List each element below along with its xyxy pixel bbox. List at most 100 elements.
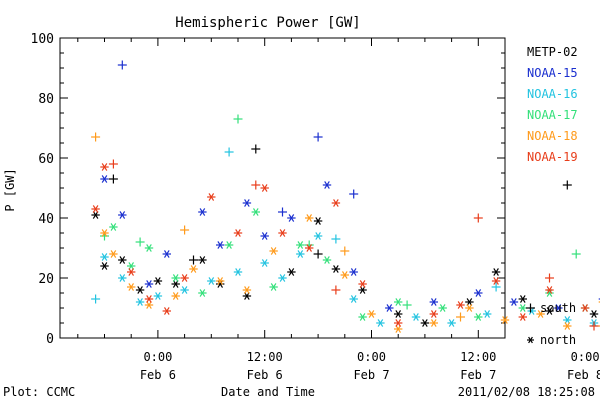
point-noaa-15-north xyxy=(322,181,332,189)
point-noaa-15-north xyxy=(100,175,109,183)
point-noaa-19-north xyxy=(305,244,314,252)
point-noaa-18-north xyxy=(144,301,154,309)
point-noaa-18-north xyxy=(305,214,314,222)
point-noaa-19-north xyxy=(180,274,189,282)
point-metp-02-north xyxy=(545,307,554,315)
point-noaa-16-north xyxy=(349,295,358,303)
point-noaa-19-north xyxy=(162,307,171,315)
point-noaa-19-north xyxy=(491,277,501,285)
marker-legend-label-south: south xyxy=(540,301,576,315)
point-noaa-19-north xyxy=(233,229,243,237)
point-noaa-19-north xyxy=(100,163,109,171)
point-noaa-16-north xyxy=(118,274,127,282)
point-metp-02-north xyxy=(358,286,367,294)
point-metp-02-north xyxy=(118,256,127,264)
point-metp-02-north xyxy=(518,295,527,303)
point-noaa-16-north xyxy=(483,310,492,318)
point-noaa-19-north xyxy=(429,310,438,318)
x-tick-date-label: Feb 8 xyxy=(567,368,600,382)
point-metp-02-north xyxy=(589,310,599,318)
point-noaa-17-north xyxy=(109,223,118,231)
point-noaa-17-north xyxy=(545,289,554,297)
point-noaa-18-north xyxy=(340,271,349,279)
y-tick-label: 100 xyxy=(31,32,54,47)
point-noaa-18-north xyxy=(536,310,545,318)
point-noaa-19-south xyxy=(545,273,554,283)
point-noaa-16-north xyxy=(296,250,305,258)
x-tick-time-label: 0:00 xyxy=(357,350,386,364)
point-metp-02-north xyxy=(491,268,501,276)
point-noaa-17-north xyxy=(322,256,332,264)
point-noaa-17-north xyxy=(296,241,305,249)
point-metp-02-north xyxy=(171,280,180,288)
point-noaa-16-north xyxy=(180,286,189,294)
point-noaa-18-south xyxy=(456,312,465,322)
point-noaa-19-south xyxy=(589,321,599,331)
point-noaa-19-north xyxy=(260,184,269,192)
point-noaa-19-north xyxy=(278,229,287,237)
point-metp-02-north xyxy=(287,268,296,276)
x-tick-date-label: Feb 7 xyxy=(353,368,389,382)
point-noaa-17-north xyxy=(474,313,483,321)
legend-item-noaa-19: NOAA-19 xyxy=(527,150,578,164)
point-noaa-18-south xyxy=(91,132,101,142)
point-noaa-18-north xyxy=(171,292,180,300)
point-noaa-16-south xyxy=(491,282,501,292)
point-noaa-18-north xyxy=(367,310,376,318)
point-noaa-15-north xyxy=(118,211,127,219)
point-noaa-15-south xyxy=(278,207,287,217)
point-noaa-17-north xyxy=(224,241,234,249)
point-noaa-18-north xyxy=(429,319,438,327)
point-noaa-15-south xyxy=(349,189,359,199)
point-noaa-18-north xyxy=(465,304,474,312)
point-noaa-15-north xyxy=(474,289,483,297)
point-noaa-19-north xyxy=(91,205,100,213)
point-metp-02-south xyxy=(562,180,572,190)
point-noaa-19-north xyxy=(144,295,154,303)
point-noaa-18-north xyxy=(394,325,403,333)
point-noaa-18-north xyxy=(563,322,572,330)
x-tick-date-label: Feb 6 xyxy=(140,368,176,382)
point-metp-02-north xyxy=(91,211,100,219)
y-tick-label: 80 xyxy=(38,92,54,107)
point-metp-02-north xyxy=(394,310,403,318)
marker-legend-plus-symbol xyxy=(526,303,535,313)
y-tick-label: 60 xyxy=(38,152,54,167)
point-metp-02-north xyxy=(198,256,207,264)
point-noaa-19-north xyxy=(394,319,403,327)
series-legend: METP-02 NOAA-15 NOAA-16 NOAA-17 NOAA-18 NOAA-… xyxy=(527,45,578,164)
point-noaa-15-north xyxy=(509,298,519,306)
point-noaa-16-south xyxy=(224,147,234,157)
point-noaa-17-south xyxy=(402,300,412,310)
point-noaa-15-north xyxy=(162,250,171,258)
point-noaa-16-north xyxy=(233,268,243,276)
point-noaa-15-south xyxy=(117,60,127,70)
point-noaa-16-north xyxy=(207,277,216,285)
point-metp-02-south xyxy=(189,255,198,265)
point-noaa-18-north xyxy=(216,277,225,285)
point-noaa-18-north xyxy=(189,265,198,273)
y-tick-label: 40 xyxy=(38,212,54,227)
x-axis-label: Date and Time xyxy=(221,385,315,399)
marker-legend-label-north: north xyxy=(540,333,576,347)
point-noaa-15-north xyxy=(144,280,154,288)
point-noaa-18-north xyxy=(100,229,109,237)
point-noaa-17-north xyxy=(518,304,527,312)
point-metp-02-north xyxy=(465,298,474,306)
point-noaa-15-north xyxy=(287,214,296,222)
point-noaa-16-north xyxy=(260,259,269,267)
point-noaa-17-north xyxy=(269,283,278,291)
point-noaa-16-north xyxy=(153,292,163,300)
x-axis: 0:00 Feb 6 12:00 Feb 6 0:00 Feb 7 12:00 Feb 7 0:… xyxy=(77,38,600,382)
point-noaa-19-north xyxy=(518,313,527,321)
point-noaa-15-north xyxy=(242,199,252,207)
point-noaa-16-north xyxy=(411,313,421,321)
point-noaa-19-south xyxy=(251,180,261,190)
chart-title: Hemispheric Power [GW] xyxy=(175,15,360,31)
legend-item-metp-02: METP-02 xyxy=(527,45,578,59)
point-noaa-17-north xyxy=(198,289,207,297)
y-tick-label: 0 xyxy=(46,332,54,347)
point-noaa-17-north xyxy=(438,304,447,312)
point-noaa-18-north xyxy=(269,247,278,255)
